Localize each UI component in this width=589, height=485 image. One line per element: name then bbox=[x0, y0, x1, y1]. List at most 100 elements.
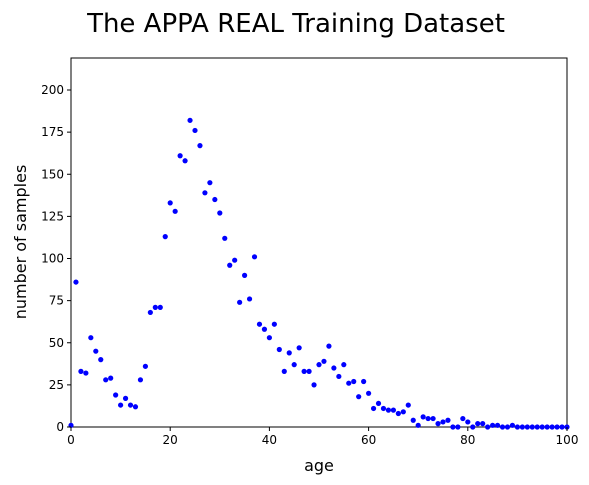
data-point-72 bbox=[425, 415, 431, 422]
plot-frame bbox=[70, 57, 568, 428]
y-axis-label: number of samples bbox=[11, 165, 30, 320]
data-point-36 bbox=[246, 296, 253, 302]
data-point-45 bbox=[291, 362, 297, 368]
data-point-60 bbox=[366, 390, 372, 396]
data-point-85 bbox=[490, 422, 496, 428]
data-point-44 bbox=[286, 350, 292, 356]
data-point-92 bbox=[524, 424, 530, 430]
data-point-84 bbox=[485, 424, 491, 430]
data-point-91 bbox=[519, 424, 525, 430]
data-point-52 bbox=[326, 343, 332, 349]
data-point-49 bbox=[311, 382, 317, 388]
data-point-4 bbox=[88, 335, 94, 341]
data-point-64 bbox=[385, 407, 392, 413]
data-point-65 bbox=[390, 407, 396, 413]
data-point-89 bbox=[509, 422, 516, 428]
data-point-5 bbox=[93, 348, 99, 354]
data-point-7 bbox=[103, 377, 109, 383]
y-tick-label: 150 bbox=[41, 167, 64, 181]
data-point-14 bbox=[137, 377, 144, 383]
x-tick-label: 40 bbox=[262, 433, 277, 447]
data-point-15 bbox=[142, 363, 148, 369]
data-point-22 bbox=[177, 153, 183, 159]
x-tick-label: 20 bbox=[163, 433, 178, 447]
data-point-59 bbox=[361, 378, 367, 385]
data-point-51 bbox=[321, 358, 327, 364]
data-point-74 bbox=[435, 421, 441, 427]
data-point-75 bbox=[440, 419, 446, 425]
data-point-18 bbox=[157, 304, 163, 310]
data-point-73 bbox=[430, 415, 436, 422]
data-point-76 bbox=[445, 417, 451, 423]
data-point-86 bbox=[494, 422, 501, 428]
data-point-68 bbox=[405, 402, 411, 408]
data-point-9 bbox=[113, 392, 119, 398]
data-point-50 bbox=[316, 362, 322, 368]
data-point-28 bbox=[207, 180, 213, 186]
data-point-40 bbox=[266, 335, 272, 341]
data-point-53 bbox=[331, 365, 337, 371]
data-point-83 bbox=[480, 421, 486, 427]
data-point-82 bbox=[475, 421, 481, 427]
y-tick-label: 25 bbox=[49, 378, 64, 392]
y-tick-label: 200 bbox=[41, 83, 64, 97]
data-point-11 bbox=[122, 395, 129, 401]
y-tick-label: 0 bbox=[56, 420, 64, 434]
data-point-29 bbox=[212, 196, 218, 203]
data-point-38 bbox=[256, 321, 263, 327]
data-point-8 bbox=[108, 375, 114, 381]
y-axis-ticks: 0 25 50 75 100 125 150 175 200 bbox=[41, 83, 71, 434]
data-point-58 bbox=[356, 394, 362, 400]
data-point-87 bbox=[499, 424, 506, 430]
data-point-19 bbox=[162, 234, 168, 240]
data-point-66 bbox=[395, 410, 401, 417]
data-point-2 bbox=[78, 368, 84, 374]
data-point-43 bbox=[281, 368, 287, 374]
data-point-17 bbox=[152, 304, 158, 310]
data-point-34 bbox=[237, 299, 243, 305]
data-point-13 bbox=[132, 404, 139, 410]
data-point-35 bbox=[242, 272, 248, 278]
data-point-97 bbox=[549, 424, 555, 430]
data-point-98 bbox=[554, 424, 560, 430]
data-point-25 bbox=[192, 127, 198, 134]
data-point-32 bbox=[227, 262, 233, 268]
data-point-77 bbox=[450, 424, 456, 430]
data-point-54 bbox=[336, 373, 342, 380]
data-point-46 bbox=[296, 345, 302, 351]
y-tick-label: 75 bbox=[49, 294, 64, 308]
x-tick-label: 100 bbox=[556, 433, 579, 447]
data-point-3 bbox=[83, 370, 89, 376]
data-point-47 bbox=[301, 368, 307, 374]
x-tick-label: 80 bbox=[460, 433, 475, 447]
x-tick-label: 60 bbox=[361, 433, 376, 447]
data-point-20 bbox=[167, 200, 173, 206]
x-tick-label: 0 bbox=[67, 433, 75, 447]
data-point-71 bbox=[420, 414, 426, 420]
data-point-57 bbox=[351, 378, 357, 385]
data-point-39 bbox=[261, 326, 268, 332]
y-tick-label: 175 bbox=[41, 125, 64, 139]
x-axis-label: age bbox=[304, 456, 334, 475]
data-point-1 bbox=[73, 279, 79, 285]
data-point-62 bbox=[375, 400, 382, 407]
data-point-90 bbox=[514, 424, 521, 430]
data-point-95 bbox=[539, 424, 545, 430]
data-point-56 bbox=[346, 380, 352, 386]
data-point-48 bbox=[306, 368, 312, 374]
data-point-78 bbox=[455, 424, 461, 430]
data-point-94 bbox=[534, 424, 540, 430]
data-point-27 bbox=[202, 190, 208, 196]
data-point-31 bbox=[222, 235, 228, 241]
data-point-30 bbox=[217, 210, 223, 216]
data-point-26 bbox=[197, 143, 203, 149]
data-point-69 bbox=[410, 417, 416, 423]
y-tick-label: 100 bbox=[41, 252, 64, 266]
data-point-23 bbox=[182, 158, 188, 164]
x-axis-ticks: 0 20 40 60 80 100 bbox=[67, 427, 578, 447]
data-point-33 bbox=[232, 257, 238, 263]
data-point-80 bbox=[465, 419, 471, 425]
data-point-41 bbox=[271, 321, 277, 327]
data-point-10 bbox=[118, 402, 124, 408]
